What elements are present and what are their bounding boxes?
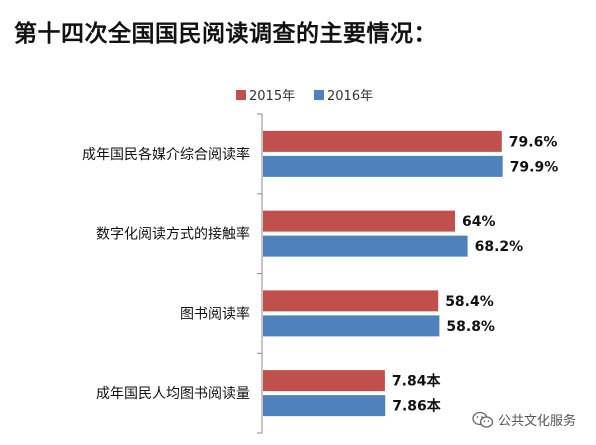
bar-2015	[263, 130, 502, 152]
bar-2016	[263, 155, 503, 177]
category-label: 成年国民人均图书阅读量	[96, 385, 250, 402]
bar-2016	[263, 235, 468, 257]
chart-legend: 2015年 2016年	[236, 89, 373, 104]
bar-2015	[263, 370, 385, 392]
data-label: 79.9%	[510, 159, 559, 175]
data-label: 7.86本	[392, 398, 442, 415]
bar-2016	[263, 315, 440, 337]
watermark: 公共文化服务	[472, 410, 576, 429]
legend-swatch-0	[236, 90, 246, 100]
bars	[263, 130, 503, 417]
bar-2015	[263, 210, 455, 232]
category-label: 成年国民各媒介综合阅读率	[82, 146, 250, 163]
legend-label-1: 2016年	[327, 89, 373, 104]
page-title: 第十四次全国国民阅读调查的主要情况：	[14, 21, 437, 47]
legend-label-0: 2015年	[249, 89, 295, 104]
legend-swatch-1	[314, 90, 324, 100]
data-label: 58.4%	[445, 294, 494, 310]
data-label: 58.8%	[446, 319, 495, 335]
wechat-icon	[472, 411, 494, 428]
category-label: 图书阅读率	[180, 305, 250, 322]
data-label: 64%	[462, 214, 496, 230]
bar-2016	[263, 395, 386, 417]
data-label: 68.2%	[475, 239, 524, 255]
data-label: 79.6%	[509, 134, 558, 150]
category-axis	[257, 113, 263, 434]
data-label: 7.84本	[392, 373, 442, 390]
watermark-text: 公共文化服务	[497, 414, 576, 429]
data-labels: 79.6% 79.9% 64% 68.2% 58.4% 58.8% 7.84本 7.86本	[392, 134, 558, 414]
bar-2015	[263, 290, 439, 312]
category-label: 数字化阅读方式的接触率	[96, 226, 250, 243]
